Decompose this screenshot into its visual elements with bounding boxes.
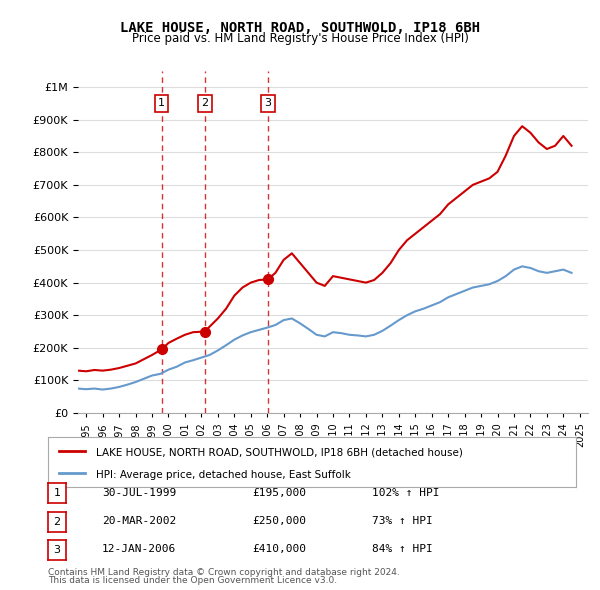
Text: 20-MAR-2002: 20-MAR-2002 <box>102 516 176 526</box>
Text: Contains HM Land Registry data © Crown copyright and database right 2024.: Contains HM Land Registry data © Crown c… <box>48 568 400 577</box>
Text: LAKE HOUSE, NORTH ROAD, SOUTHWOLD, IP18 6BH: LAKE HOUSE, NORTH ROAD, SOUTHWOLD, IP18 … <box>120 21 480 35</box>
Text: 30-JUL-1999: 30-JUL-1999 <box>102 488 176 497</box>
Text: HPI: Average price, detached house, East Suffolk: HPI: Average price, detached house, East… <box>95 470 350 480</box>
Text: 73% ↑ HPI: 73% ↑ HPI <box>372 516 433 526</box>
Text: Price paid vs. HM Land Registry's House Price Index (HPI): Price paid vs. HM Land Registry's House … <box>131 32 469 45</box>
Text: £195,000: £195,000 <box>252 488 306 497</box>
Text: 2: 2 <box>201 99 208 109</box>
Text: 3: 3 <box>53 545 61 555</box>
Text: 3: 3 <box>265 99 271 109</box>
Text: LAKE HOUSE, NORTH ROAD, SOUTHWOLD, IP18 6BH (detached house): LAKE HOUSE, NORTH ROAD, SOUTHWOLD, IP18 … <box>95 448 463 458</box>
Text: 1: 1 <box>158 99 165 109</box>
Text: This data is licensed under the Open Government Licence v3.0.: This data is licensed under the Open Gov… <box>48 576 337 585</box>
Text: £250,000: £250,000 <box>252 516 306 526</box>
Text: 1: 1 <box>53 489 61 498</box>
Text: £410,000: £410,000 <box>252 545 306 554</box>
Text: 84% ↑ HPI: 84% ↑ HPI <box>372 545 433 554</box>
Text: 102% ↑ HPI: 102% ↑ HPI <box>372 488 439 497</box>
Text: 12-JAN-2006: 12-JAN-2006 <box>102 545 176 554</box>
Text: 2: 2 <box>53 517 61 526</box>
